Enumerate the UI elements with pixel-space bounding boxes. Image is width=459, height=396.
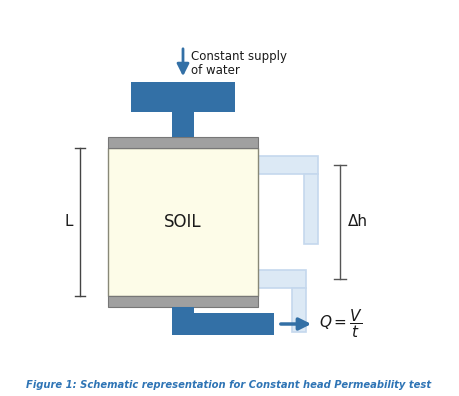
Bar (108, 137, 258, 148)
Text: of water: of water (191, 64, 240, 77)
Text: SOIL: SOIL (164, 213, 202, 231)
Text: Figure 1: Schematic representation for Constant head Permeability test: Figure 1: Schematic representation for C… (27, 380, 431, 390)
Bar (292, 288, 306, 332)
Bar (108, 296, 258, 307)
Text: Constant supply: Constant supply (191, 50, 287, 63)
Bar (172, 307, 194, 335)
Bar (194, 313, 274, 335)
Text: L: L (65, 215, 73, 230)
Text: $Q = \dfrac{V}{t}$: $Q = \dfrac{V}{t}$ (319, 308, 363, 341)
Bar (258, 270, 306, 288)
Bar (172, 112, 194, 137)
Bar (304, 174, 318, 244)
Bar (108, 148, 258, 296)
Bar (131, 82, 235, 112)
Text: Δh: Δh (348, 215, 368, 230)
Bar (258, 156, 318, 174)
